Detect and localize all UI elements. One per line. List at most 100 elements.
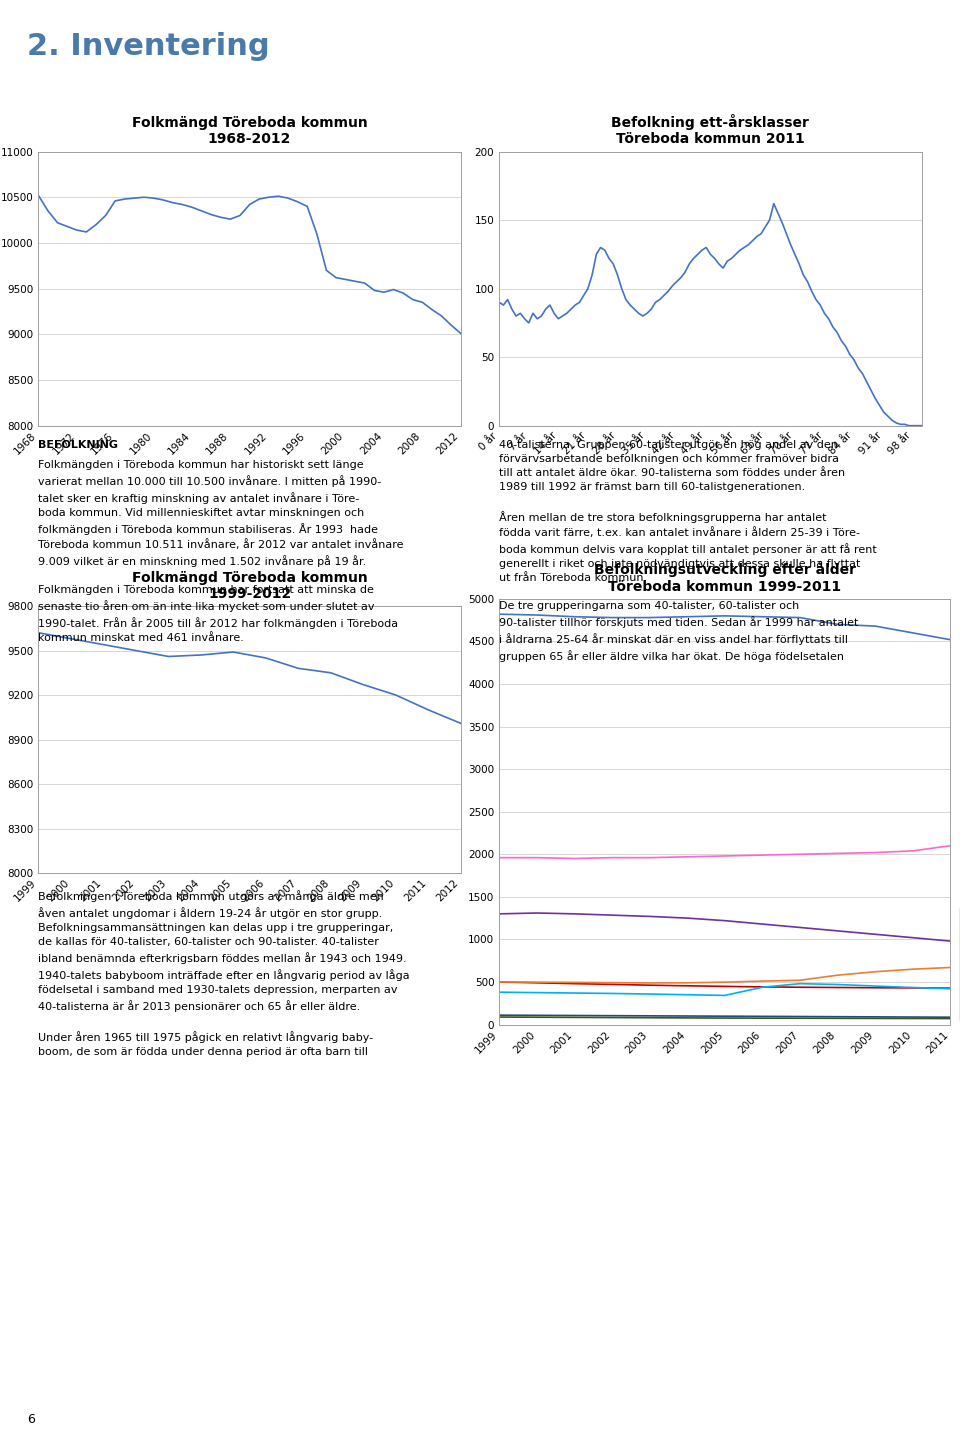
25-64 bbox=[644, 609, 656, 626]
6 bbox=[568, 1009, 580, 1026]
0 bbox=[493, 1007, 505, 1025]
7-15 bbox=[870, 925, 881, 942]
0 bbox=[531, 1007, 542, 1025]
65-w bbox=[682, 848, 693, 866]
0-5 bbox=[531, 974, 542, 991]
65-w bbox=[607, 848, 618, 866]
0 bbox=[719, 1007, 731, 1025]
65-w bbox=[794, 846, 805, 863]
0-5 bbox=[794, 978, 805, 996]
7-15 bbox=[644, 908, 656, 925]
Text: Befolkningen i Töreboda kommun utgörs av många äldre men
åven antalet ungdomar i: Befolkningen i Töreboda kommun utgörs av… bbox=[38, 890, 410, 1056]
Text: Folkmängden i Töreboda kommun har historiskt sett länge
varierat mellan 10.000 t: Folkmängden i Töreboda kommun har histor… bbox=[38, 460, 404, 642]
6 bbox=[719, 1010, 731, 1027]
65-w bbox=[832, 844, 844, 861]
65-w bbox=[531, 848, 542, 866]
25-64 bbox=[794, 609, 805, 626]
16-18 bbox=[756, 978, 768, 996]
6 bbox=[682, 1009, 693, 1026]
0 bbox=[794, 1007, 805, 1025]
0-5 bbox=[870, 980, 881, 997]
16-18 bbox=[870, 977, 881, 994]
0-5 bbox=[607, 975, 618, 993]
25-64 bbox=[945, 631, 956, 648]
6 bbox=[607, 1009, 618, 1026]
Text: BEFOLKNING: BEFOLKNING bbox=[38, 440, 118, 450]
0 bbox=[607, 1007, 618, 1025]
0-5 bbox=[493, 973, 505, 990]
19-24 bbox=[644, 974, 656, 991]
25-64 bbox=[870, 618, 881, 635]
25-64 bbox=[832, 616, 844, 633]
7-15 bbox=[832, 922, 844, 939]
16-18 bbox=[945, 980, 956, 997]
Line: 65-w: 65-w bbox=[499, 846, 950, 859]
16-18 bbox=[568, 984, 580, 1001]
0-5 bbox=[644, 977, 656, 994]
Title: Folkmängd Töreboda kommun
1999-2012: Folkmängd Töreboda kommun 1999-2012 bbox=[132, 570, 368, 600]
19-24 bbox=[719, 974, 731, 991]
7-15 bbox=[682, 909, 693, 926]
16-18 bbox=[493, 984, 505, 1001]
19-24 bbox=[568, 974, 580, 991]
Line: 16-18: 16-18 bbox=[499, 984, 950, 996]
0 bbox=[682, 1007, 693, 1025]
19-24 bbox=[870, 962, 881, 980]
7-15 bbox=[531, 905, 542, 922]
0 bbox=[907, 1009, 919, 1026]
65-w bbox=[719, 847, 731, 864]
Line: 0: 0 bbox=[499, 1016, 950, 1017]
65-w bbox=[870, 844, 881, 861]
25-64 bbox=[607, 609, 618, 626]
7-15 bbox=[756, 915, 768, 932]
6 bbox=[493, 1009, 505, 1026]
0-5 bbox=[756, 978, 768, 996]
0-5 bbox=[568, 975, 580, 993]
65-w bbox=[568, 850, 580, 867]
19-24 bbox=[794, 971, 805, 988]
7-15 bbox=[907, 929, 919, 947]
Line: 0-5: 0-5 bbox=[499, 981, 950, 988]
25-64 bbox=[719, 608, 731, 625]
19-24 bbox=[756, 973, 768, 990]
7-15 bbox=[794, 919, 805, 937]
Line: 7-15: 7-15 bbox=[499, 913, 950, 941]
0-5 bbox=[682, 977, 693, 994]
6 bbox=[756, 1010, 768, 1027]
Line: 19-24: 19-24 bbox=[499, 967, 950, 983]
0 bbox=[568, 1007, 580, 1025]
7-15 bbox=[493, 905, 505, 922]
19-24 bbox=[682, 974, 693, 991]
Title: Befolkningsutveckling efter ålder
Töreboda kommun 1999-2011: Befolkningsutveckling efter ålder Törebo… bbox=[594, 561, 855, 593]
7-15 bbox=[719, 912, 731, 929]
6 bbox=[531, 1009, 542, 1026]
Text: 2. Inventering: 2. Inventering bbox=[27, 32, 270, 61]
6 bbox=[832, 1010, 844, 1027]
7-15 bbox=[607, 906, 618, 924]
25-64 bbox=[531, 606, 542, 623]
65-w bbox=[756, 847, 768, 864]
Line: 25-64: 25-64 bbox=[499, 615, 950, 639]
16-18 bbox=[607, 984, 618, 1001]
6 bbox=[794, 1010, 805, 1027]
65-w bbox=[493, 848, 505, 866]
7-15 bbox=[568, 905, 580, 922]
0 bbox=[832, 1009, 844, 1026]
25-64 bbox=[568, 608, 580, 625]
Line: 6: 6 bbox=[499, 1017, 950, 1019]
0 bbox=[870, 1009, 881, 1026]
19-24 bbox=[607, 974, 618, 991]
19-24 bbox=[907, 961, 919, 978]
0-5 bbox=[907, 980, 919, 997]
Text: 40-talisterna. Gruppen 60-talister utgör en hög andel av den
förvärvsarbetande b: 40-talisterna. Gruppen 60-talister utgör… bbox=[499, 440, 876, 662]
25-64 bbox=[493, 606, 505, 623]
0-5 bbox=[832, 978, 844, 996]
65-w bbox=[644, 848, 656, 866]
25-64 bbox=[682, 608, 693, 625]
0 bbox=[945, 1009, 956, 1026]
16-18 bbox=[719, 987, 731, 1004]
16-18 bbox=[832, 975, 844, 993]
65-w bbox=[945, 837, 956, 854]
19-24 bbox=[832, 967, 844, 984]
19-24 bbox=[945, 958, 956, 975]
